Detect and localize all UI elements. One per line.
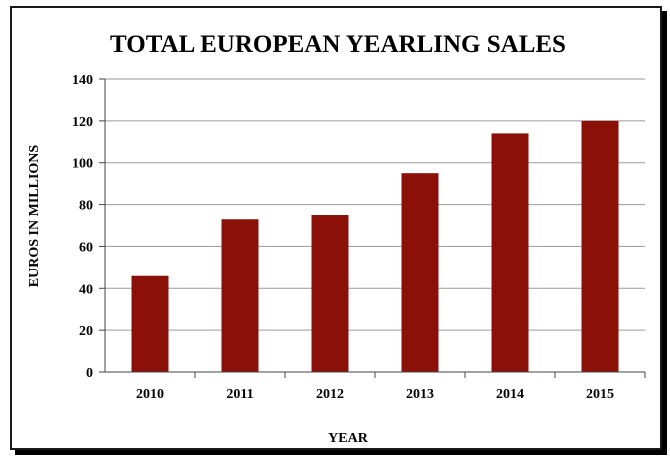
bar-2012 [311,215,349,372]
x-tick-label: 2010 [136,387,164,402]
bars-group [131,120,619,372]
y-tick-labels: 0 20 40 60 80 100 120 140 [72,73,93,381]
y-axis-label: EUROS IN MILLIONS [27,145,42,288]
x-tick-label: 2013 [406,387,434,402]
y-tick-label: 100 [72,157,93,172]
y-tick-label: 120 [72,115,93,130]
x-tick-label: 2011 [226,387,253,402]
axes [99,78,646,378]
bar-2010 [131,275,169,372]
x-axis-label: YEAR [328,431,369,446]
x-tick-label: 2012 [316,387,344,402]
bar-2013 [401,173,439,372]
x-tick-label: 2015 [586,387,614,402]
y-tick-label: 0 [86,366,93,381]
bar-2011 [221,219,259,372]
chart-title: TOTAL EUROPEAN YEARLING SALES [110,31,566,58]
bar-2014 [491,133,529,372]
bar-2015 [581,120,619,372]
y-tick-label: 140 [72,73,93,88]
y-tick-label: 80 [79,199,93,214]
x-tick-labels: 2010 2011 2012 2013 2014 2015 [136,387,614,402]
y-tick-label: 60 [79,240,93,255]
y-tick-label: 40 [79,282,93,297]
y-tick-label: 20 [79,324,93,339]
gridlines [105,78,645,331]
x-tick-label: 2014 [496,387,524,402]
